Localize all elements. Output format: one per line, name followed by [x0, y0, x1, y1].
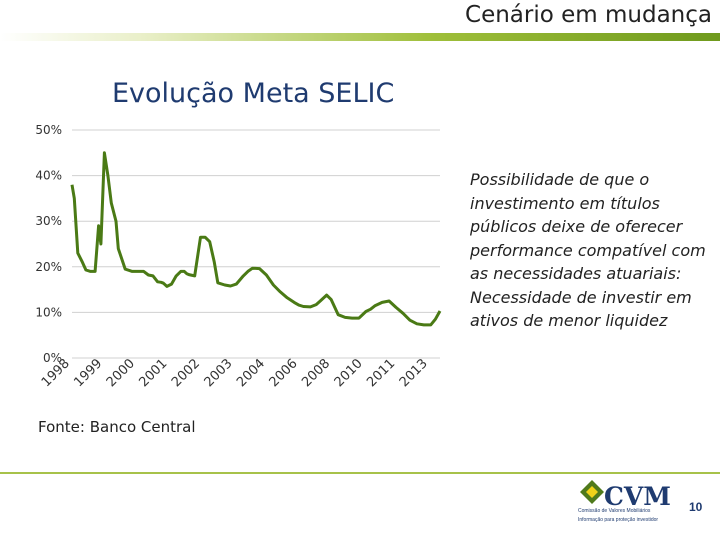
- note-line: Possibilidade de que o: [470, 170, 650, 189]
- x-tick-label: 2010: [332, 356, 366, 390]
- x-tick-label: 2000: [104, 356, 138, 390]
- y-tick-label: 30%: [35, 214, 62, 228]
- cvm-logo-icon: [580, 480, 604, 504]
- chart-title: Evolução Meta SELIC: [112, 78, 395, 109]
- x-tick-label: 2006: [267, 356, 301, 390]
- y-tick-label: 0%: [43, 351, 62, 365]
- footer-divider: [0, 472, 720, 474]
- header-bar: [0, 33, 720, 41]
- y-axis-ticks: 0% 10% 20% 30% 40% 50%: [35, 123, 62, 365]
- x-tick-label: 2001: [136, 356, 170, 390]
- x-tick-label: 2008: [299, 356, 333, 390]
- x-axis-ticks: 1998199920002001200220032004200620082010…: [39, 356, 431, 390]
- selic-series-line: [70, 151, 442, 327]
- y-tick-label: 20%: [35, 260, 62, 274]
- source-note: Fonte: Banco Central: [38, 418, 196, 436]
- note-line: investimento em títulos: [470, 193, 660, 213]
- logo-text: CVM: [604, 482, 671, 511]
- logo-tagline: Informação para proteção investidor: [578, 517, 659, 523]
- note-line: Necessidade de investir em: [470, 287, 692, 307]
- x-tick-label: 2004: [234, 356, 268, 390]
- note-line: performance compatível com: [470, 240, 706, 260]
- series-layer: [70, 151, 442, 327]
- x-tick-label: 2003: [202, 356, 236, 390]
- y-tick-label: 50%: [35, 123, 62, 137]
- selic-chart: 0% 10% 20% 30% 40% 50% 1998199920002001200220…: [35, 123, 442, 390]
- x-tick-label: 2013: [397, 356, 431, 390]
- y-tick-label: 40%: [35, 169, 62, 183]
- note-line: as necessidades atuariais:: [470, 264, 682, 283]
- x-tick-label: 2002: [169, 356, 203, 390]
- x-tick-label: 1999: [71, 356, 105, 390]
- logo-subtitle: Comissão de Valores Mobiliários: [578, 508, 651, 514]
- header-title: Cenário em mudança: [465, 2, 712, 28]
- page-number: 10: [689, 500, 703, 514]
- annotation-note: Possibilidade de que o investimento em t…: [470, 168, 715, 333]
- grid-layer: [72, 129, 440, 359]
- x-tick-label: 2011: [364, 356, 398, 390]
- y-tick-label: 10%: [35, 305, 62, 319]
- note-line: públicos deixe de oferecer: [470, 217, 683, 236]
- note-line: ativos de menor liquidez: [470, 311, 668, 330]
